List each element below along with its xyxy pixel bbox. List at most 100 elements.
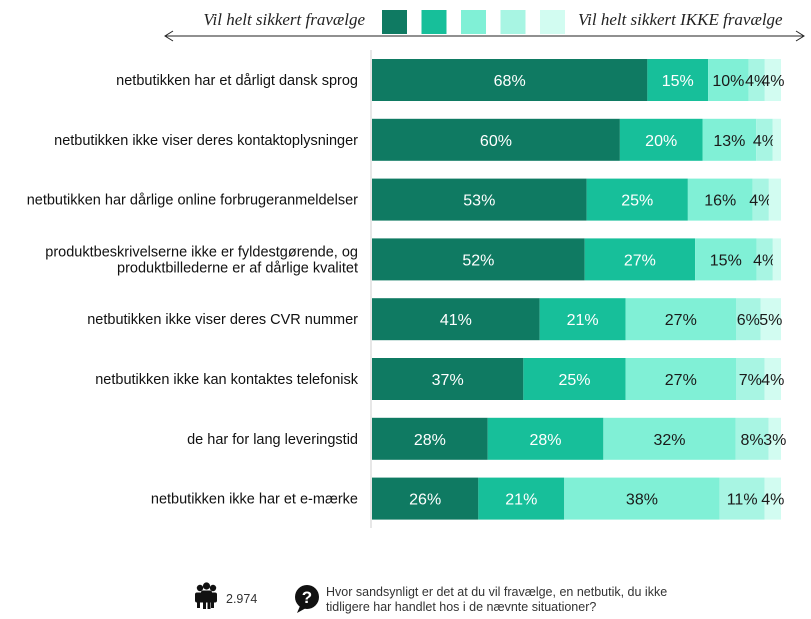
bar-segment	[647, 59, 709, 101]
question-text: Hvor sandsynligt er det at du vil fravæl…	[326, 585, 667, 614]
bar-segment	[539, 298, 626, 341]
data-label: 32%	[653, 432, 685, 449]
category-labels: netbutikken har et dårligt dansk sprog ne…	[27, 73, 359, 508]
data-label: 4%	[761, 73, 784, 90]
legend-swatches	[382, 10, 565, 34]
category-label: netbutikken har dårlige online forbruger…	[27, 193, 358, 209]
category-label: netbutikken ikke kan kontaktes telefonis…	[95, 372, 359, 388]
category-label: de har for lang leveringstid	[187, 432, 358, 448]
data-label: 27%	[624, 252, 656, 269]
bar-segment	[625, 298, 737, 341]
scale-header: Vil helt sikkert fravælge Vil helt sikke…	[164, 10, 805, 42]
data-label: 3%	[763, 432, 786, 449]
bar-segment	[764, 358, 781, 400]
category-label: netbutikken ikke viser deres kontaktoply…	[54, 133, 358, 149]
bar-segment	[772, 238, 781, 281]
data-label: 15%	[710, 252, 742, 269]
bar-segment	[372, 358, 524, 400]
data-label: 38%	[626, 492, 658, 509]
data-label: 4%	[753, 133, 776, 150]
bar-segment	[586, 178, 688, 221]
data-label: 7%	[739, 372, 762, 389]
bar-segment	[702, 118, 757, 161]
bar-segment	[372, 118, 620, 161]
data-label: 13%	[713, 133, 745, 150]
bar-segment	[719, 477, 765, 520]
svg-text:?: ?	[302, 588, 312, 607]
bar-segment	[372, 477, 479, 520]
scale-right-label: Vil helt sikkert IKKE fravælge	[578, 10, 783, 29]
data-label: 4%	[761, 492, 784, 509]
bar-segment	[372, 238, 585, 281]
bar-segment	[768, 178, 781, 221]
legend-swatch-4	[500, 10, 526, 34]
data-label: 28%	[529, 432, 561, 449]
people-icon	[195, 582, 217, 609]
category-label: produktbeskrivelserne ikke er fyldestgør…	[45, 244, 358, 260]
data-label: 4%	[749, 193, 772, 210]
legend-swatch-2	[421, 10, 447, 34]
scale-left-label: Vil helt sikkert fravælge	[203, 10, 365, 29]
bar-segment	[478, 477, 565, 520]
bar-segment	[687, 178, 753, 221]
category-label: netbutikken ikke har et e-mærke	[151, 492, 358, 508]
bar-segment	[372, 178, 587, 221]
bar-segment	[768, 417, 781, 460]
bar-segment	[748, 59, 765, 101]
bar-segment	[523, 358, 626, 400]
bar-segment	[772, 118, 781, 161]
data-label: 16%	[704, 193, 736, 210]
bar-segment	[756, 238, 773, 281]
data-label: 27%	[665, 312, 697, 329]
data-label: 41%	[440, 312, 472, 329]
data-label: 26%	[409, 492, 441, 509]
scale-arrow-right-head	[795, 30, 805, 42]
footer: 2.974 ? Hvor sandsynligt er det at du vi…	[195, 582, 667, 614]
bar-segment	[603, 417, 736, 460]
bar-segment	[756, 118, 773, 161]
data-label: 15%	[662, 73, 694, 90]
data-label: 4%	[761, 372, 784, 389]
data-label: 10%	[712, 73, 744, 90]
data-label: 4%	[745, 73, 768, 90]
data-label: 8%	[741, 432, 764, 449]
data-label: 4%	[753, 252, 776, 269]
category-label: produktbillederne er af dårlige kvalitet	[117, 260, 358, 276]
bar-segment	[764, 59, 781, 101]
data-label: 21%	[505, 492, 537, 509]
bar-segment	[760, 298, 781, 341]
data-label: 11%	[727, 492, 758, 509]
data-label: 52%	[462, 252, 494, 269]
bar-segment	[735, 417, 769, 460]
data-label: 27%	[665, 372, 697, 389]
data-label: 53%	[463, 193, 495, 210]
category-label: netbutikken ikke viser deres CVR nummer	[87, 312, 358, 328]
bar-segment	[736, 298, 761, 341]
data-label: 21%	[567, 312, 599, 329]
bar-segment	[695, 238, 757, 281]
bar-segment	[764, 477, 781, 520]
bar-segment	[564, 477, 720, 520]
bar-segment	[584, 238, 696, 281]
category-label: netbutikken har et dårligt dansk sprog	[116, 73, 358, 89]
legend-swatch-1	[382, 10, 407, 34]
bars: 68% 15% 10% 4%4%60% 20% 13% 4%53% 25% 16% 4%52% 27…	[372, 59, 786, 520]
data-label: 68%	[494, 73, 526, 90]
data-label: 6%	[737, 312, 760, 329]
bar-segment	[752, 178, 769, 221]
data-label: 25%	[621, 193, 653, 210]
bar-segment	[708, 59, 749, 101]
bar-segment	[619, 118, 703, 161]
bar-segment	[736, 358, 765, 400]
data-label: 28%	[414, 432, 446, 449]
legend-swatch-5	[540, 10, 565, 34]
bar-segment	[372, 59, 648, 101]
question-bubble-icon: ?	[295, 585, 319, 613]
legend-swatch-3	[461, 10, 486, 34]
data-label: 20%	[645, 133, 677, 150]
data-label: 25%	[558, 372, 590, 389]
data-label: 5%	[759, 312, 782, 329]
bar-segment	[487, 417, 604, 460]
respondent-count: 2.974	[226, 592, 257, 606]
